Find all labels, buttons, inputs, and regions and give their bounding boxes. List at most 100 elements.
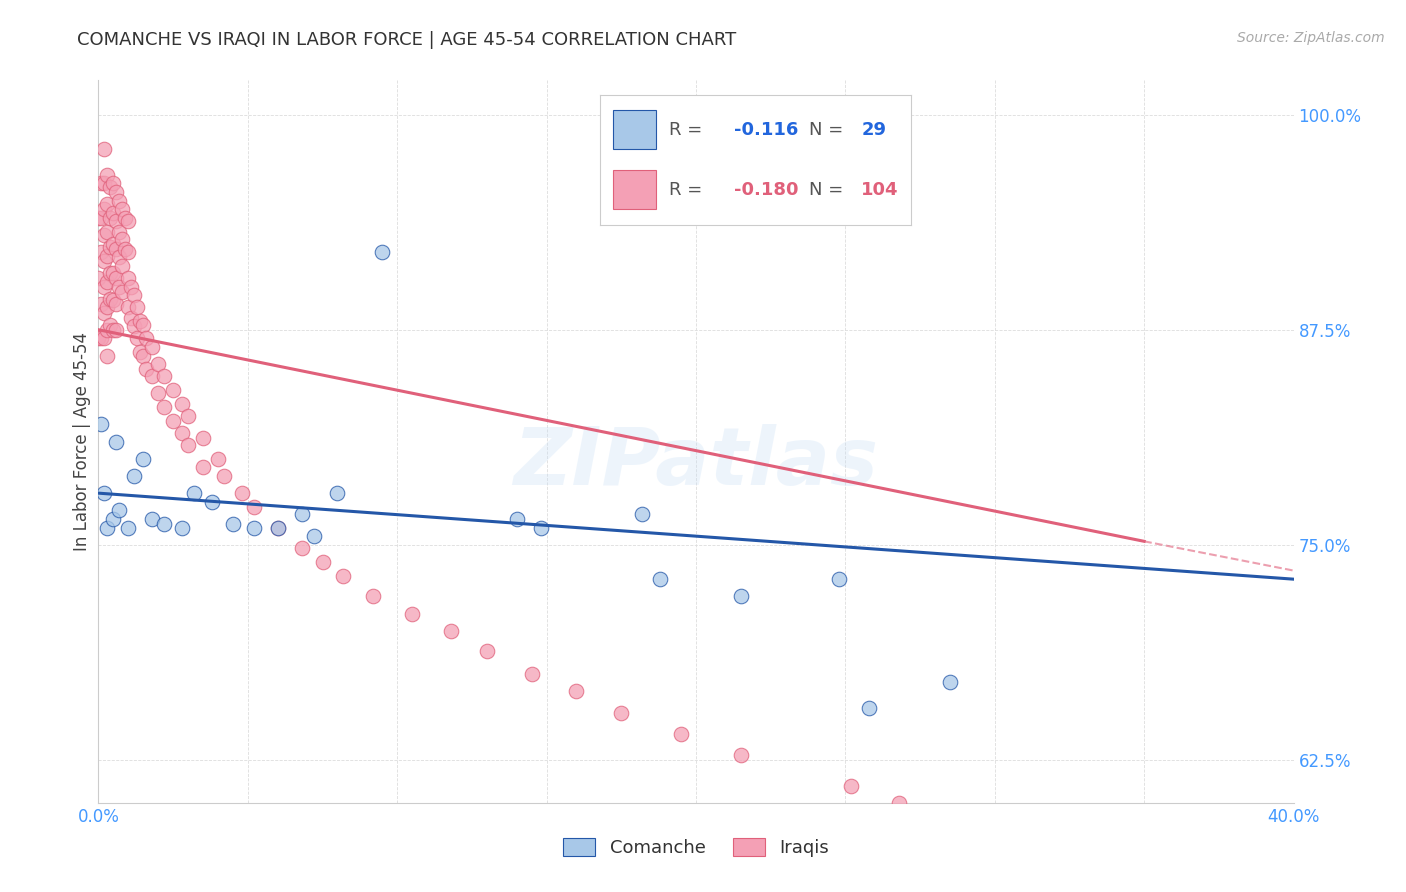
Point [148,386,170,401]
Point [650,572,672,586]
Point [98,292,122,306]
Point [132,451,155,466]
Point [135,331,157,345]
Point [610,706,633,721]
Point [291,507,314,521]
Point [105,214,128,228]
Point [105,185,128,199]
Point [93,202,115,217]
Point [141,512,163,526]
Point [939,675,962,690]
Point [93,254,115,268]
Point [162,383,184,397]
Point [858,701,880,715]
Point [93,228,115,243]
Text: COMANCHE VS IRAQI IN LABOR FORCE | AGE 45-54 CORRELATION CHART: COMANCHE VS IRAQI IN LABOR FORCE | AGE 4… [77,31,737,49]
Point [153,517,176,532]
Point [96,225,118,239]
Point [267,520,290,534]
Point [1133,864,1156,879]
Point [520,666,543,681]
Point [96,349,118,363]
Point [108,503,131,517]
Point [90,245,112,260]
Point [172,520,194,534]
Point [135,362,157,376]
Point [114,242,136,256]
Point [127,331,149,345]
Point [475,644,498,658]
Point [243,500,266,514]
Point [105,242,128,256]
Point [103,323,125,337]
Point [105,434,128,449]
Point [111,259,134,273]
Point [108,251,131,265]
Point [98,211,122,225]
Point [117,214,139,228]
Point [103,236,125,251]
Point [177,438,200,452]
Point [129,314,152,328]
Point [267,520,290,534]
Point [363,590,385,604]
Point [117,520,139,534]
Point [98,266,122,280]
Point [291,541,314,556]
Point [96,249,118,263]
Point [96,520,118,534]
Point [828,572,851,586]
Point [96,168,118,182]
Point [103,177,125,191]
Point [103,266,125,280]
Point [96,197,118,211]
Point [117,301,139,315]
Point [222,517,245,532]
Point [93,331,115,345]
Point [302,529,325,543]
Point [96,301,118,315]
Point [117,271,139,285]
Point [108,194,131,208]
Point [93,177,115,191]
Point [98,240,122,254]
Point [90,297,112,311]
Point [371,245,394,260]
Point [148,357,170,371]
Point [105,297,128,311]
Point [93,142,115,156]
Point [132,318,155,332]
Point [201,495,224,509]
Point [841,779,863,793]
Point [177,409,200,423]
Legend: Comanche, Iraqis: Comanche, Iraqis [554,829,838,866]
Point [129,345,152,359]
Text: Source: ZipAtlas.com: Source: ZipAtlas.com [1237,31,1385,45]
Point [401,607,423,621]
Point [87,211,110,225]
Point [530,520,553,534]
Point [153,369,176,384]
Point [889,796,911,810]
Point [631,507,654,521]
Point [207,451,229,466]
Point [114,211,136,225]
Point [191,460,214,475]
Point [120,310,142,325]
Point [87,271,110,285]
Point [141,340,163,354]
Point [172,397,194,411]
Point [172,425,194,440]
Point [103,512,125,526]
Point [141,369,163,384]
Point [565,684,588,698]
Point [120,279,142,293]
Point [90,177,112,191]
Point [1014,833,1036,847]
Point [124,319,146,334]
Point [93,279,115,293]
Point [90,417,112,432]
Point [669,727,692,741]
Point [132,349,155,363]
Point [127,301,149,315]
